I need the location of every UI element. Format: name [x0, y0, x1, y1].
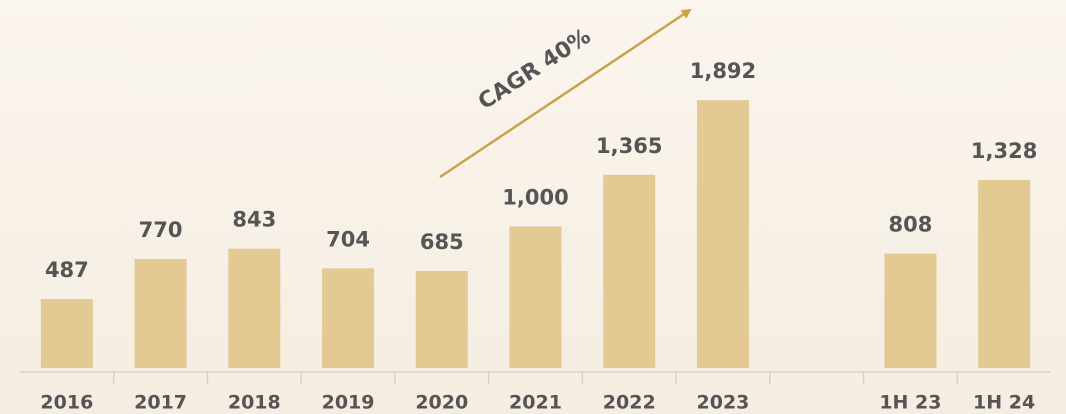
- bar: [40, 299, 93, 368]
- x-tick-label: 1H 23: [879, 392, 941, 414]
- value-label: 685: [420, 230, 464, 254]
- cagr-arrow: [439, 8, 692, 179]
- bar: [884, 253, 937, 368]
- x-tick-label: 2016: [40, 392, 93, 414]
- bar: [322, 268, 375, 368]
- value-label: 1,000: [502, 185, 568, 209]
- x-tick-label: 2020: [415, 392, 468, 414]
- value-label: 808: [888, 213, 932, 237]
- x-tick-label: 2021: [509, 392, 562, 414]
- bar: [134, 259, 187, 368]
- value-label: 704: [326, 227, 370, 251]
- x-tick-label: 2022: [603, 392, 656, 414]
- x-tick-label: 2019: [322, 392, 375, 414]
- x-tick-label: 2017: [134, 392, 187, 414]
- bar: [415, 271, 468, 368]
- bar: [228, 248, 281, 368]
- bar: [696, 100, 749, 368]
- bar: [603, 174, 656, 368]
- value-label: 1,328: [971, 139, 1037, 163]
- x-tick-label: 1H 24: [973, 392, 1035, 414]
- x-tick-label: 2018: [228, 392, 281, 414]
- value-label: 1,892: [690, 59, 756, 83]
- value-label: 770: [139, 218, 183, 242]
- bar: [509, 226, 562, 368]
- value-label: 487: [45, 258, 89, 282]
- value-label: 1,365: [596, 134, 662, 158]
- value-label: 843: [232, 208, 276, 232]
- x-tick-label: 2023: [697, 392, 750, 414]
- bar: [978, 180, 1031, 368]
